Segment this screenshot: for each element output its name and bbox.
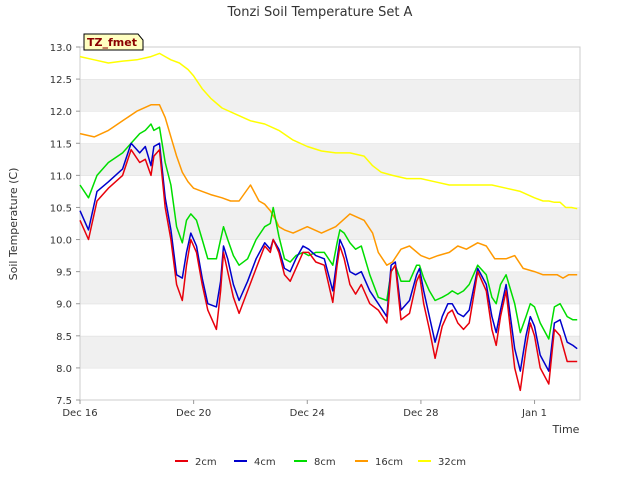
plot-band	[80, 367, 580, 400]
x-tick-label: Dec 20	[176, 408, 211, 419]
plot-band	[80, 207, 580, 240]
plot-band	[80, 335, 580, 368]
plot-band	[80, 79, 580, 112]
legend: 2cm 4cm 8cm 16cm 32cm	[175, 457, 466, 468]
site-label-background	[83, 33, 144, 51]
y-tick-label: 10.0	[50, 236, 72, 247]
legend-label-32cm: 32cm	[438, 457, 466, 468]
plot-band	[80, 239, 580, 272]
legend-label-8cm: 8cm	[314, 457, 336, 468]
site-label-box: TZ_fmet	[83, 33, 144, 51]
legend-label-2cm: 2cm	[195, 457, 217, 468]
y-tick-label: 8.5	[56, 332, 72, 343]
series-line-32cm	[79, 52, 578, 210]
y-tick-label: 11.0	[50, 171, 72, 182]
x-tick-label: Dec 24	[290, 408, 325, 419]
plot-band	[80, 175, 580, 208]
series-line-4cm	[79, 142, 578, 372]
plot-frame	[79, 46, 581, 401]
y-tick-label: 8.0	[56, 364, 72, 375]
chart-title: Tonzi Soil Temperature Set A	[227, 5, 413, 20]
y-axis: 7.5 8.0 8.5 9.0 9.5 10.0 10.5 11.0 11.5 12.0 12.5 1…	[50, 43, 80, 407]
y-tick-label: 7.5	[56, 396, 72, 407]
plot-band	[80, 303, 580, 336]
x-tick-label: Dec 28	[403, 408, 438, 419]
y-tick-label: 9.0	[56, 300, 72, 311]
y-tick-label: 10.5	[50, 203, 72, 214]
x-axis-label: Time	[552, 423, 580, 436]
x-tick-label: Dec 16	[62, 408, 97, 419]
y-tick-label: 13.0	[50, 43, 72, 54]
x-tick-label: Jan 1	[521, 408, 547, 419]
plot-band	[80, 47, 580, 80]
y-tick-label: 9.5	[56, 268, 72, 279]
y-axis-label: Soil Temperature (C)	[7, 168, 20, 281]
x-axis: Dec 16 Dec 20 Dec 24 Dec 28 Jan 1	[62, 400, 547, 419]
legend-label-4cm: 4cm	[254, 457, 276, 468]
site-label-text: TZ_fmet	[87, 36, 137, 49]
plot-band	[80, 111, 580, 144]
y-tick-label: 12.5	[50, 75, 72, 86]
plot-band	[80, 143, 580, 176]
series-line-8cm	[79, 123, 578, 340]
legend-label-16cm: 16cm	[375, 457, 403, 468]
plot-background-bands	[80, 46, 580, 400]
y-tick-label: 11.5	[50, 139, 72, 150]
y-tick-label: 12.0	[50, 107, 72, 118]
series-line-2cm	[79, 148, 578, 392]
series-lines	[79, 52, 578, 392]
series-line-16cm	[79, 104, 578, 279]
